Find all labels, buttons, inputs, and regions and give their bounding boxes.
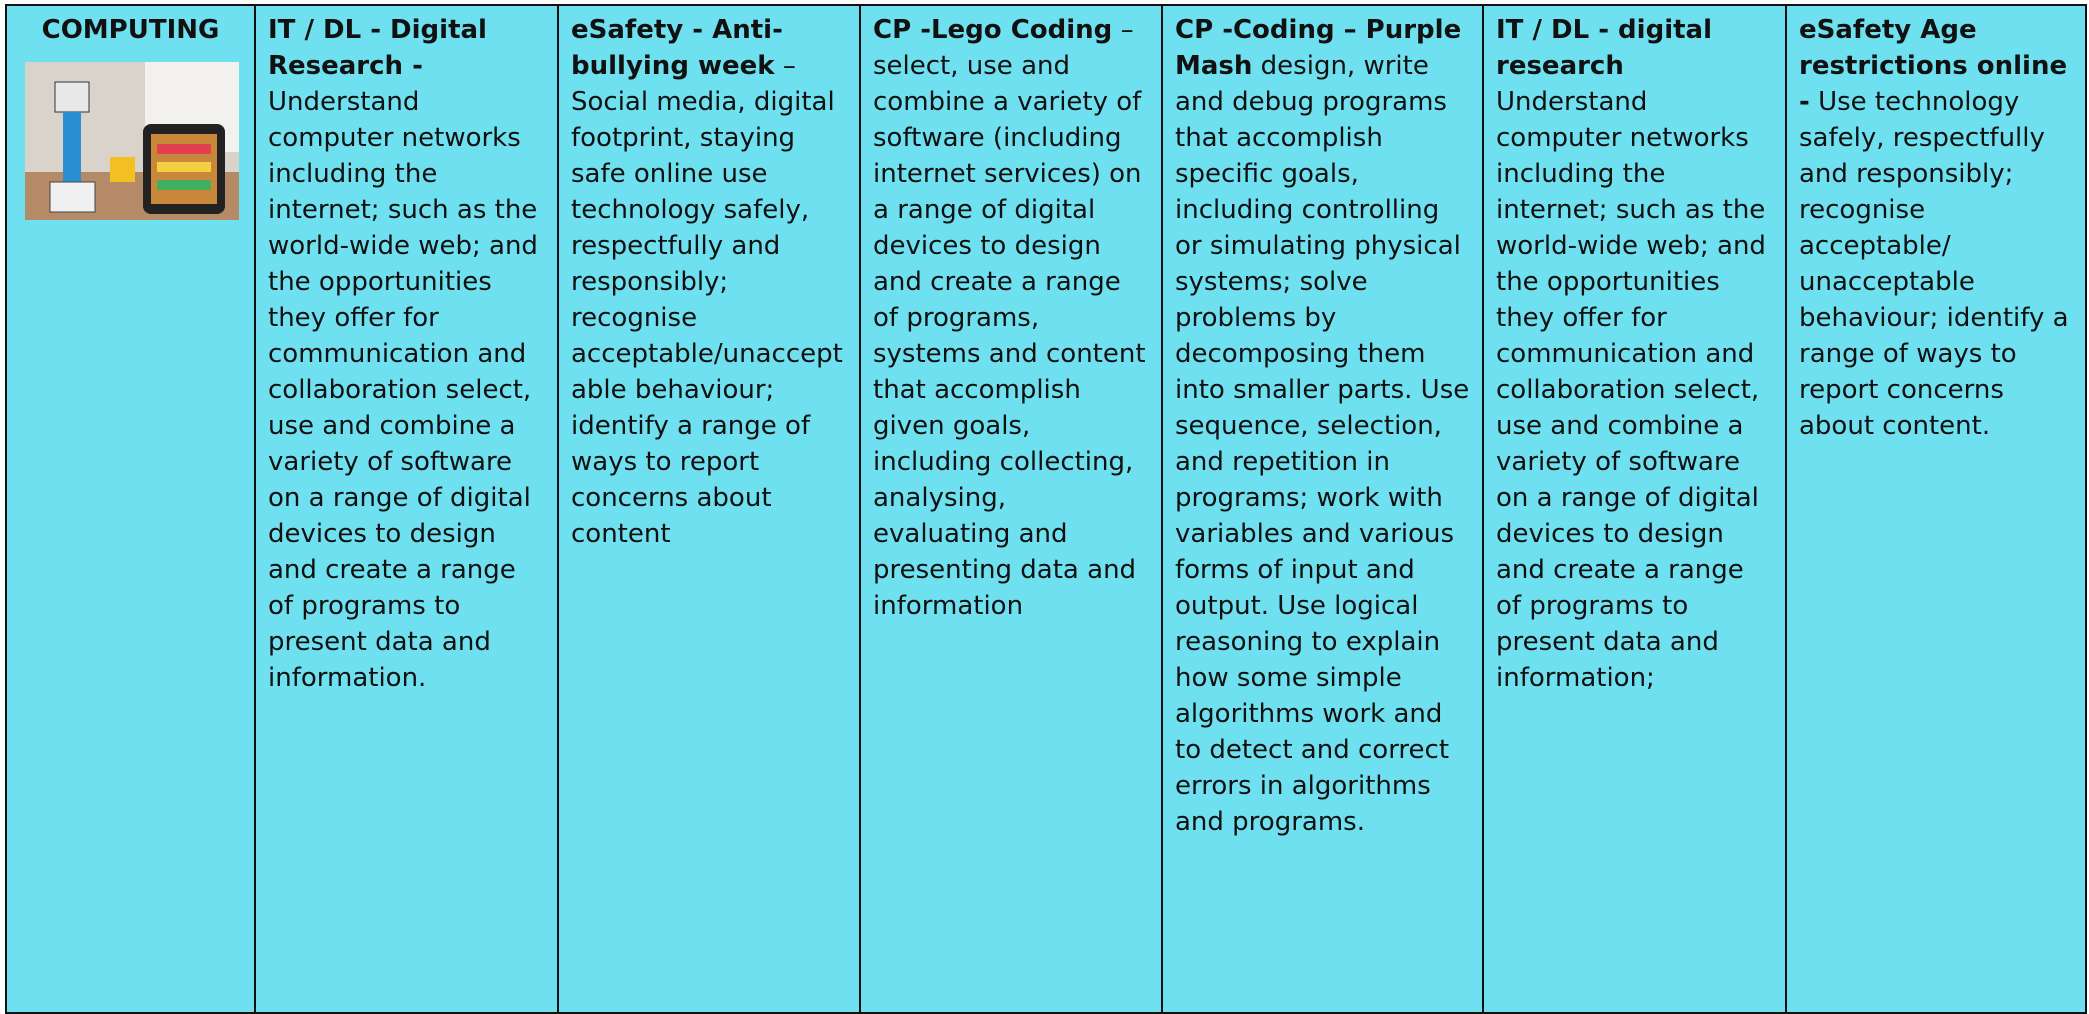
topic-title: IT / DL - digital research [1496,15,1712,81]
curriculum-table: COMPUTING IT / DL - Digital Research - U… [5,4,2087,1014]
topic-cell: eSafety - Anti-bullying week – Social me… [557,4,861,1014]
topic-text: Understand computer networks including t… [268,87,538,693]
topic-title: CP -Lego Coding [873,15,1113,45]
table-row: COMPUTING IT / DL - Digital Research - U… [5,4,2087,1014]
topic-text: – select, use and combine a variety of s… [873,15,1146,621]
subject-label: COMPUTING [41,15,220,45]
topic-cell: CP -Coding – Purple Mash design, write a… [1161,4,1484,1014]
topic-title: eSafety - Anti-bullying week [571,15,783,81]
topic-cell: CP -Lego Coding – select, use and combin… [859,4,1163,1014]
topic-text: Understand computer networks including t… [1496,87,1766,693]
topic-text: Use technology safely, respectfully and … [1799,87,2069,441]
label-cell: COMPUTING [5,4,256,1014]
topic-title: CP -Coding – Purple Mash [1175,15,1462,81]
topic-cell: IT / DL - digital research Understand co… [1482,4,1787,1014]
topic-text: design, write and debug programs that ac… [1175,51,1470,837]
topic-cell: IT / DL - Digital Research - Understand … [254,4,559,1014]
topic-text: – Social media, digital footprint, stayi… [571,51,843,549]
topic-cell: eSafety Age restrictions online - Use te… [1785,4,2087,1014]
topic-title: IT / DL - Digital Research - [268,15,487,81]
topic-title: eSafety Age restrictions online - [1799,15,2068,117]
lego-image [25,62,239,220]
